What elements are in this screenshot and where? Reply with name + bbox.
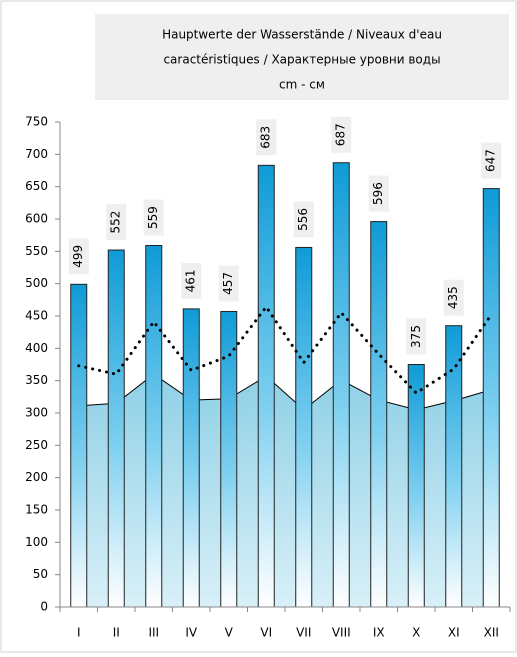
value-label-box [143, 199, 164, 236]
value-label-box [256, 119, 277, 156]
bar [482, 188, 500, 608]
x-tick-label: V [225, 626, 234, 640]
value-label-box [106, 204, 127, 241]
value-label-box [331, 116, 352, 153]
y-tick-label: 0 [40, 600, 48, 614]
bar [295, 246, 313, 608]
bar [257, 164, 275, 608]
x-tick-label: I [77, 626, 81, 640]
value-label-box [368, 175, 389, 212]
x-tick-label: IV [185, 626, 198, 640]
y-tick-label: 750 [25, 115, 48, 129]
value-label: 687 [334, 123, 348, 146]
y-tick-label: 500 [25, 276, 48, 290]
value-label-box [443, 279, 464, 316]
x-tick-label: III [148, 626, 159, 640]
bar [445, 325, 463, 608]
y-tick-label: 50 [33, 567, 48, 581]
value-label: 461 [184, 269, 198, 292]
bar [145, 245, 163, 608]
x-tick-label: VI [260, 626, 272, 640]
y-tick-label: 550 [25, 244, 48, 258]
value-label-box [293, 201, 314, 238]
value-label-box [406, 318, 427, 355]
y-tick-label: 400 [25, 341, 48, 355]
value-label: 596 [371, 182, 385, 205]
value-label-box [218, 265, 239, 302]
y-tick-label: 350 [25, 373, 48, 387]
x-tick-label: II [113, 626, 120, 640]
x-tick-label: X [412, 626, 420, 640]
value-label: 435 [446, 286, 460, 309]
bar [332, 162, 350, 608]
value-label: 457 [221, 272, 235, 295]
bar [407, 364, 425, 608]
chart-title: Hauptwerte der Wasserstände / Niveaux d'… [162, 28, 442, 42]
y-tick-label: 700 [25, 147, 48, 161]
x-tick-label: VII [296, 626, 311, 640]
value-label: 559 [146, 206, 160, 229]
y-tick-label: 300 [25, 406, 48, 420]
value-label: 556 [296, 208, 310, 231]
y-tick-label: 150 [25, 503, 48, 517]
y-tick-label: 650 [25, 179, 48, 193]
bar [107, 249, 125, 608]
value-label: 499 [71, 245, 85, 268]
x-tick-label: VIII [332, 626, 351, 640]
chart-title: caractéristiques / Характерные уровни во… [163, 53, 440, 67]
x-tick-label: XI [448, 626, 460, 640]
bar [370, 221, 388, 608]
title-box [95, 14, 509, 100]
value-label-box [68, 238, 89, 275]
y-tick-label: 250 [25, 438, 48, 452]
area-fill [78, 374, 492, 607]
x-tick-label: XII [484, 626, 499, 640]
bar [182, 308, 200, 608]
y-tick-label: 200 [25, 470, 48, 484]
value-label-box [481, 142, 502, 179]
y-tick-label: 600 [25, 212, 48, 226]
value-label: 683 [259, 126, 273, 149]
value-label: 375 [409, 325, 423, 348]
chart-title: cm - см [279, 78, 325, 92]
value-label: 552 [109, 211, 123, 234]
y-tick-label: 100 [25, 535, 48, 549]
dotted-line [77, 304, 493, 395]
x-tick-label: IX [373, 626, 385, 640]
y-tick-label: 450 [25, 309, 48, 323]
value-label-box [181, 262, 202, 299]
value-label: 647 [484, 149, 498, 172]
bar [70, 283, 88, 608]
